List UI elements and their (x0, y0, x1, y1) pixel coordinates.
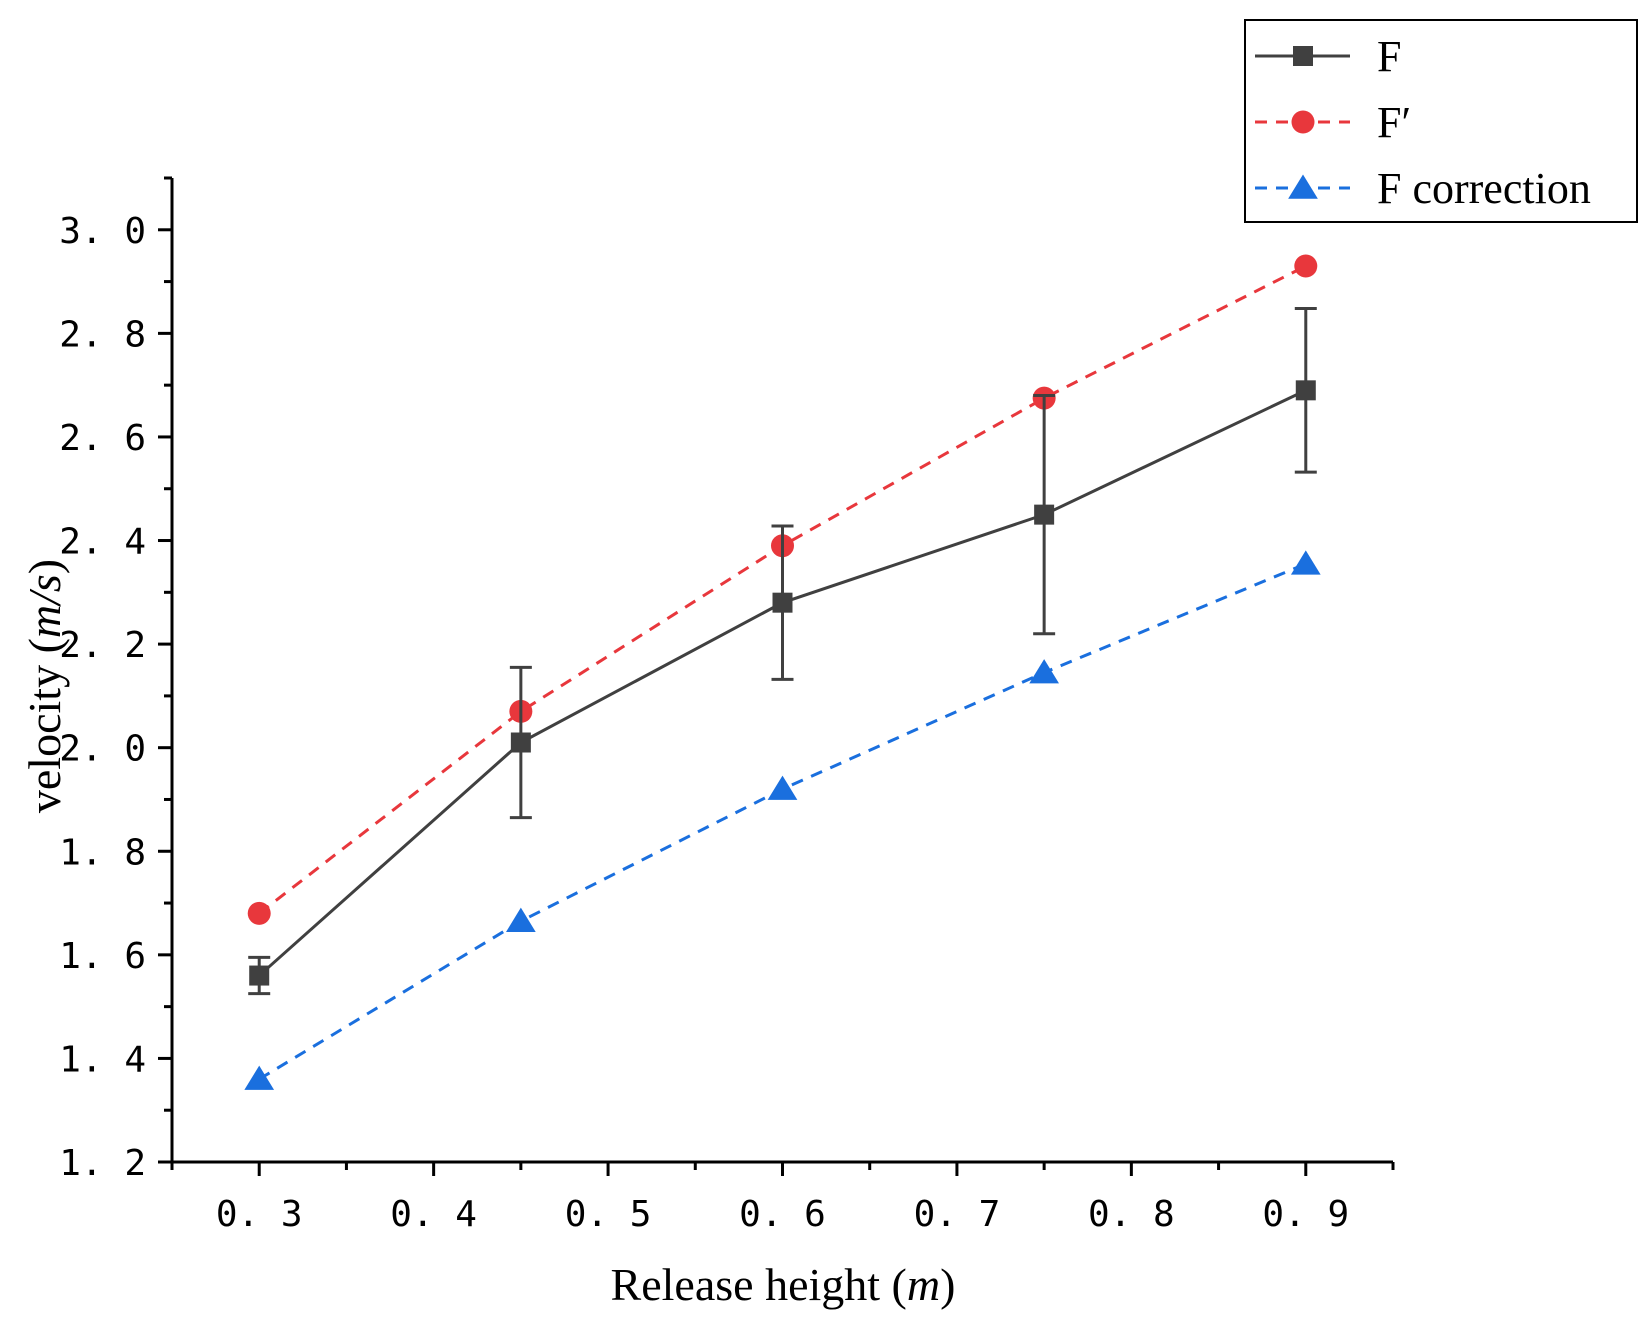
data-point (249, 965, 270, 986)
x-tick-label: 0. 6 (739, 1194, 826, 1235)
data-point (1295, 380, 1316, 401)
data-point (1029, 659, 1059, 684)
data-point (1294, 254, 1318, 278)
series-line (258, 388, 1307, 977)
legend: F F′ F correction (1244, 19, 1638, 223)
y-tick-label: 2. 2 (59, 625, 146, 666)
data-point (247, 901, 271, 925)
x-tick-label: 0. 3 (216, 1194, 303, 1235)
x-tick-label: 0. 8 (1088, 1194, 1175, 1235)
legend-marker (1293, 46, 1313, 66)
y-tick-label: 1. 8 (59, 832, 146, 873)
x-axis-title: Release height (m) (611, 1259, 956, 1310)
data-point (767, 775, 798, 800)
y-tick-label: 2. 4 (59, 522, 146, 563)
y-tick-label: 2. 6 (59, 418, 146, 459)
legend-label: F′ (1377, 98, 1411, 147)
axes: 1. 2 1. 4 1. 6 1. 8 2. 0 2. 2 2. 4 2. 6 2. 8 3. 0… (59, 176, 1395, 1235)
series-f-correction (244, 550, 1321, 1090)
x-tick-label: 0. 4 (390, 1194, 477, 1235)
y-axis-title: velocity (m/s) (19, 559, 70, 813)
data-point (772, 592, 793, 613)
y-tick-label: 2. 8 (59, 314, 146, 355)
y-tick-label: 1. 6 (59, 936, 146, 977)
legend-label: F (1377, 32, 1401, 81)
legend-marker (1288, 174, 1318, 199)
y-tick-label: 3. 0 (59, 211, 146, 252)
y-tick-label: 2. 0 (59, 729, 146, 770)
data-point (1290, 550, 1321, 575)
data-point (510, 732, 531, 753)
y-tick-label: 1. 4 (59, 1039, 146, 1080)
x-tick-label: 0. 7 (914, 1194, 1001, 1235)
x-tick-label: 0. 5 (565, 1194, 652, 1235)
legend-label: F correction (1377, 164, 1591, 213)
series-f (248, 307, 1317, 996)
series-layer (244, 254, 1321, 1090)
data-point (506, 907, 536, 932)
legend-marker (1291, 110, 1315, 134)
data-point (1034, 504, 1055, 525)
data-point (244, 1065, 275, 1090)
y-tick-label: 1. 2 (59, 1143, 146, 1184)
x-tick-label: 0. 9 (1262, 1194, 1349, 1235)
